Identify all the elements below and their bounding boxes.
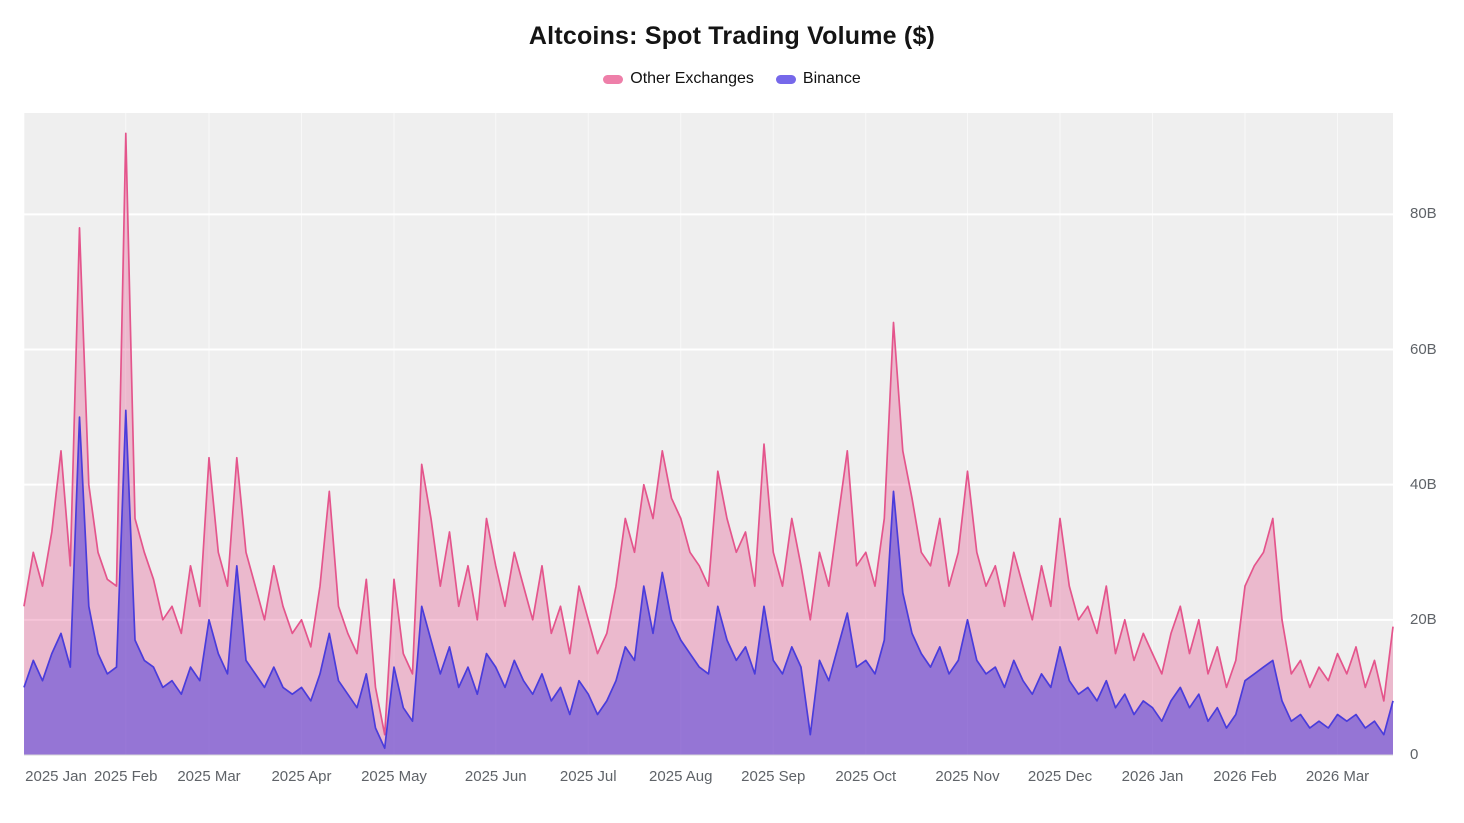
binance-swatch-icon: [775, 74, 796, 84]
x-tick-label: 2025 May: [361, 768, 427, 785]
y-tick-label: 80B: [1410, 205, 1437, 223]
x-tick-label: 2025 Feb: [94, 768, 158, 785]
legend-label-binance: Binance: [802, 70, 861, 87]
x-tick-label: 2025 Nov: [935, 768, 1000, 785]
x-tick-label: 2026 Feb: [1213, 768, 1277, 785]
other-exchanges-line: [23, 132, 1394, 736]
x-tick-label: 2026 Mar: [1305, 768, 1370, 785]
x-tick-label: 2025 Aug: [649, 768, 713, 785]
x-tick-label: 2025 Apr: [271, 768, 332, 785]
y-tick-label: 60B: [1410, 340, 1437, 358]
x-tick-label: 2025 Jun: [464, 768, 527, 785]
x-tick-label: 2025 Jul: [559, 768, 617, 785]
x-tick-label: 2025 Mar: [177, 768, 241, 785]
x-tick-label: 2025 Sep: [741, 768, 806, 785]
y-tick-label: 40B: [1410, 475, 1437, 493]
y-tick-label: 0: [1410, 746, 1419, 763]
legend-item-binance[interactable]: Binance: [775, 70, 861, 88]
other-exchanges-area: [24, 133, 1393, 756]
plot-area[interactable]: [23, 113, 1394, 756]
chart-title: Altcoins: Spot Trading Volume ($): [528, 22, 936, 50]
other-exchanges-swatch-icon: [603, 74, 624, 84]
x-tick-label: 2026 Jan: [1121, 768, 1184, 785]
x-tick-label: 2025 Dec: [1027, 768, 1093, 785]
x-tick-label: 2025 Jan: [25, 768, 87, 785]
stacked-area-chart[interactable]: [23, 113, 1394, 756]
legend: Other Exchanges Binance: [0, 70, 1464, 88]
binance-area: [24, 410, 1393, 755]
legend-label-other-exchanges: Other Exchanges: [630, 70, 754, 87]
legend-item-other-exchanges[interactable]: Other Exchanges: [603, 70, 754, 88]
x-tick-label: 2025 Oct: [835, 768, 897, 785]
y-tick-label: 20B: [1410, 610, 1437, 628]
binance-line: [23, 409, 1394, 750]
